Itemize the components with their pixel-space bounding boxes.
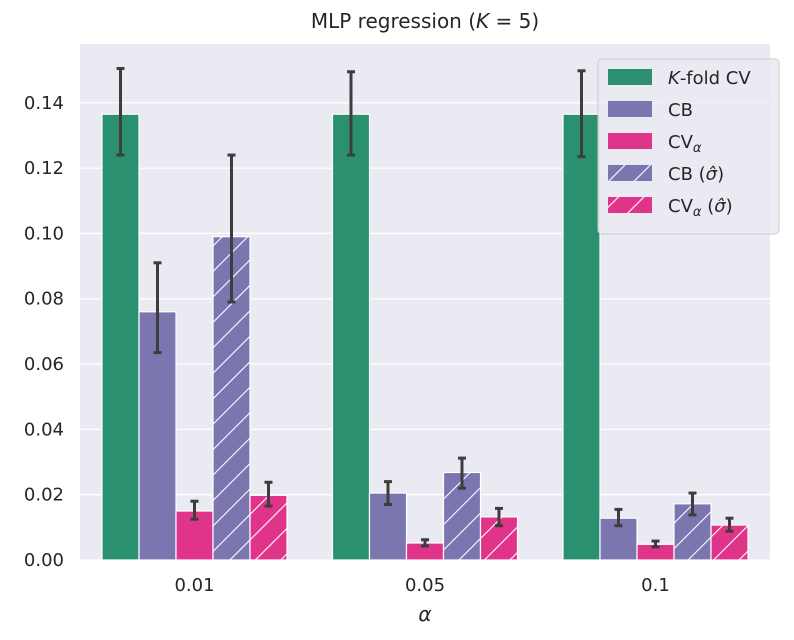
y-tick-label: 0.12 [24,158,64,179]
legend-label-cv-alpha-sigma: CVα (σ̂) [668,196,733,220]
x-tick-label: 0.05 [405,575,445,596]
y-tick-label: 0.08 [24,289,64,310]
legend-label-kfold: K-fold CV [668,68,751,89]
legend-swatch-cv-alpha-sigma-hatch [608,197,652,213]
x-axis-label: α [418,602,431,626]
x-tick-label: 0.01 [174,575,214,596]
chart-title: MLP regression (K = 5) [311,9,539,33]
legend: K-fold CV CB CVα CB (σ̂) CVα (σ̂) [597,58,780,235]
y-tick-label: 0.14 [24,93,64,114]
errorbars-group [116,66,734,549]
y-tick-label: 0.00 [24,550,64,571]
legend-swatch-cb-sigma-hatch [608,165,652,181]
y-tick-label: 0.06 [24,354,64,375]
bar [101,113,140,561]
y-tick-label: 0.04 [24,419,64,440]
legend-label-cb: CB [668,100,693,121]
bar [599,517,638,561]
legend-swatch-cb [608,101,652,117]
legend-label-cb-sigma: CB (σ̂) [668,164,724,185]
legend-swatch-kfold [608,69,652,85]
y-tick-label: 0.02 [24,485,64,506]
x-tick-labels: 0.01 0.05 0.1 [174,575,669,596]
x-tick-label: 0.1 [641,575,670,596]
y-tick-label: 0.10 [24,223,64,244]
legend-swatch-cv-alpha [608,133,652,149]
y-tick-labels: 0.00 0.02 0.04 0.06 0.08 0.10 0.12 0.14 [24,93,64,571]
bars-group [101,113,749,561]
legend-label-cv-alpha: CVα [668,132,702,156]
bar [562,113,601,561]
bar [331,113,371,561]
